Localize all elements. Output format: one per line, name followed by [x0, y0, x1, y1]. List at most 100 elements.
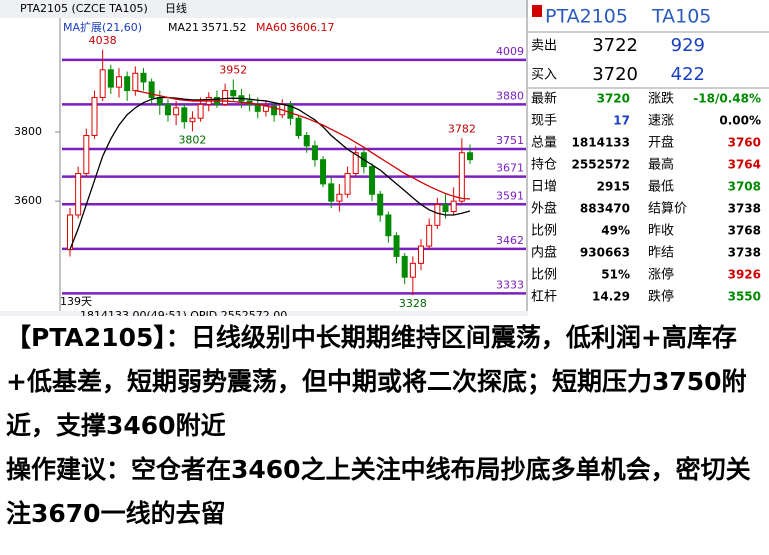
quote-label: 总量	[531, 136, 557, 151]
quote-label: 涨跌	[648, 91, 674, 107]
candle-body	[336, 193, 343, 202]
candle-body	[434, 204, 441, 226]
level-label: 3591	[496, 189, 524, 202]
ask-label: 卖出	[531, 39, 557, 54]
quote-label: 速涨	[648, 114, 674, 129]
caption-text: 操作建议：空仓者在3460之上关注中线布局抄底多单机会，密切关注3670一线的去…	[6, 455, 751, 528]
quote-value: 3760	[728, 136, 761, 150]
legend-name: MA21	[168, 21, 199, 34]
bid-price: 3720	[592, 64, 638, 85]
chart: PTA2105 (CZCE TA105) 日线 MA扩展(21,60) MA21…	[0, 0, 769, 318]
candle-body	[352, 152, 359, 175]
annotation: 3802	[178, 133, 206, 146]
candle-body	[148, 81, 155, 98]
level-label: 3671	[496, 162, 524, 175]
ask-price: 3722	[592, 35, 638, 56]
quote-value: 49%	[601, 224, 630, 238]
candle-body	[393, 235, 400, 257]
candle-body	[450, 200, 457, 213]
quote-label: 开盘	[648, 135, 674, 151]
quote-label: 持仓	[531, 158, 557, 173]
candle-body	[222, 90, 229, 105]
legend-value: 3571.52	[201, 21, 247, 34]
quote-value: 1814133	[572, 136, 630, 150]
quote-label: 最低	[648, 180, 674, 195]
quote-value: 2915	[597, 180, 630, 194]
quote-value: 930663	[580, 246, 630, 260]
level-label: 3462	[496, 234, 524, 247]
quote-value: 3738	[728, 202, 761, 216]
quote-value: 17	[613, 114, 630, 128]
ma-line	[135, 89, 471, 200]
quote-label: 内盘	[531, 245, 557, 261]
caption-text: 【PTA2105】：日线级别中长期期维持区间震荡，低利润+高库存+低基差，短期弱…	[6, 323, 747, 440]
candle-body	[369, 166, 376, 195]
candle-body	[99, 69, 106, 98]
annotation: 3782	[448, 122, 476, 135]
candle-body	[320, 159, 327, 185]
legend-value: 3606.17	[289, 21, 335, 34]
candle-body	[156, 96, 163, 105]
quote-label: 比例	[531, 224, 557, 239]
y-tick-label: 3600	[14, 194, 42, 207]
quote-code: TA105	[651, 6, 711, 28]
quote-value: -18/0.48%	[693, 92, 761, 106]
candle-body	[418, 245, 425, 264]
quote-value: 3720	[597, 92, 630, 106]
quote-label: 日增	[531, 180, 557, 195]
candle-body	[295, 117, 302, 136]
plot: 3600 3800 4009 3880 3751 3671 3591 3462 3333 4038…	[14, 34, 526, 310]
quote-label: 涨停	[648, 267, 674, 283]
candle-body	[173, 107, 180, 116]
candle-body	[409, 262, 416, 278]
quote-label: 跌停	[648, 289, 674, 305]
level-label: 3751	[496, 134, 524, 147]
caption: 【PTA2105】：日线级别中长期期维持区间震荡，低利润+高库存+低基差，短期弱…	[0, 316, 769, 555]
quote-panel	[528, 0, 769, 318]
candle-body	[115, 76, 122, 88]
candle-body	[124, 76, 131, 92]
bid-label: 买入	[531, 68, 557, 83]
candle-body	[385, 214, 392, 237]
quote-value: 2552572	[572, 158, 630, 172]
quote-label: 昨收	[648, 224, 674, 239]
annotation: 3952	[219, 64, 247, 77]
level-label: 4009	[496, 45, 524, 58]
candle-body	[442, 204, 449, 213]
symbol-bar: PTA2105 (CZCE TA105)	[20, 2, 148, 15]
quote-value: 14.29	[592, 290, 630, 304]
quote-label: 现手	[531, 114, 557, 129]
quote-title: PTA2105	[545, 6, 628, 28]
quote-label: 比例	[531, 268, 557, 283]
status-bar: 1814133.00(49:51) OPID 2552572.00	[80, 309, 287, 318]
span-label: 139天	[60, 295, 92, 308]
candle-body	[271, 105, 278, 116]
candle-body	[140, 72, 147, 83]
icon	[532, 5, 542, 17]
candle-body	[181, 107, 188, 123]
candle-body	[197, 103, 204, 119]
quote-value: 3926	[728, 268, 761, 282]
quote-label: 昨结	[648, 246, 674, 261]
quote-value: 51%	[601, 268, 630, 282]
candle-body	[344, 173, 351, 195]
y-tick-label: 3800	[14, 125, 42, 138]
quote-value: 3708	[728, 180, 761, 194]
quote-value: 3550	[728, 290, 761, 304]
candle-body	[91, 96, 98, 136]
annotation: 3328	[399, 297, 427, 310]
quote-value: 3768	[728, 224, 761, 238]
bid-volume: 422	[671, 64, 705, 85]
candle-body	[75, 173, 82, 216]
candle-body	[377, 193, 384, 216]
period[interactable]: 日线	[165, 1, 187, 15]
chart-bg	[0, 0, 528, 318]
candle-body	[164, 103, 171, 116]
quote-label: 杠杆	[531, 289, 557, 305]
status-bg	[0, 311, 528, 318]
candle-body	[262, 105, 269, 112]
candle-body	[132, 72, 139, 92]
quote-value: 883470	[580, 202, 630, 216]
quote-label: 最新	[531, 91, 557, 107]
